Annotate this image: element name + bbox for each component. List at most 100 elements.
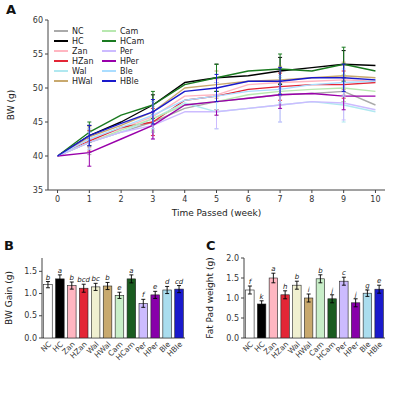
error-bar [354,299,358,307]
x-tick [280,190,281,193]
significance-label: h [283,283,287,291]
bar [175,289,184,338]
bar [246,290,254,338]
significance-label: j [354,291,357,299]
significance-label: e [153,283,157,291]
error-bar [365,290,369,296]
legend-label: Per [120,47,133,56]
bar [281,295,289,338]
error-bar [165,286,169,293]
plot-area [58,47,376,166]
y-tick [45,190,48,191]
y-tick [241,338,244,339]
error-bar [94,283,98,290]
legend-swatch [102,40,116,42]
annotations: fkahbibjcjge [249,265,382,301]
error-bar [318,275,322,283]
bar [363,293,371,338]
error-bar [342,64,346,91]
error-bar [260,301,264,307]
significance-label: i [308,286,310,294]
annotations: babbcdbcbeafedcd [46,267,184,299]
legend-label: HWal [72,77,93,86]
error-bar [295,281,299,289]
x-tick [121,190,122,193]
significance-label: a [129,267,133,275]
y-tick [45,156,48,157]
significance-label: bc [91,275,99,283]
error-bar [141,299,145,307]
legend-swatch [102,30,116,32]
legend-label: Cam [120,27,138,36]
error-bar [271,273,275,283]
error-bar [177,286,181,293]
y-tick-label: 0.5 [24,311,37,320]
bar [316,279,324,338]
legend-swatch [54,40,68,42]
significance-label: d [165,278,170,286]
legend-swatch [54,30,68,32]
significance-label: c [342,269,346,277]
bar [163,290,172,338]
x-tick-label: HBle [366,339,385,358]
y-axis-label: BW (g) [6,90,16,120]
significance-label: f [142,291,146,299]
x-tick-label: 7 [278,195,283,204]
error-bar [58,275,62,283]
y-tick [241,318,244,319]
bar [293,285,301,338]
x-tick-label: 5 [214,195,219,204]
y-tick [241,278,244,279]
error-bar [70,282,74,289]
y-tick [39,293,42,294]
y-tick-label: 0.5 [226,314,239,323]
y-tick-label: 40 [33,152,43,161]
x-tick-label: 8 [309,195,314,204]
bar [79,288,88,338]
error-bar [129,275,133,283]
x-tick-label: 3 [150,195,155,204]
y-tick-label: 45 [33,118,43,127]
significance-label: b [105,274,110,282]
bar [91,287,100,338]
legend-label: Wal [72,67,87,76]
bar [127,279,136,338]
bar [151,295,160,338]
bar [375,289,383,338]
x-tick [216,190,217,193]
y-tick [45,54,48,55]
panel-label: B [4,238,14,253]
bar [340,281,348,338]
legend-swatch [54,70,68,72]
error-bar [330,295,334,303]
x-tick [57,190,58,193]
y-tick [45,20,48,21]
legend-label: HC [72,37,84,46]
x-tick-label: 2 [119,195,124,204]
x-tick [343,190,344,193]
significance-label: b [70,274,75,282]
significance-label: b [46,274,51,282]
legend-label: NC [72,27,84,36]
bar [328,299,336,338]
y-tick-label: 1.0 [24,289,37,298]
bar [103,286,112,338]
y-axis-label: Fat Pad weight (g) [205,257,215,338]
error-bar [278,68,282,95]
error-bar [106,282,110,289]
y-tick-label: 55 [33,50,43,59]
significance-label: f [249,278,253,286]
significance-label: b [295,273,300,281]
significance-label: bcd [77,276,90,284]
bar-panel: C0.00.51.01.52.0Fat Pad weight (g)NCHCZa… [205,238,385,362]
figure: A354045505560BW (g)012345678910Time Pass… [0,0,393,400]
panel-label: A [6,2,16,17]
x-tick [184,190,185,193]
y-tick-label: 60 [33,16,43,25]
legend-label: HPer [120,57,139,66]
x-tick-label: HCam [315,340,337,362]
significance-label: cd [175,278,184,286]
error-bar [82,284,86,292]
y-axis-label: BW Gain (g) [4,271,14,325]
error-bar [248,286,252,294]
